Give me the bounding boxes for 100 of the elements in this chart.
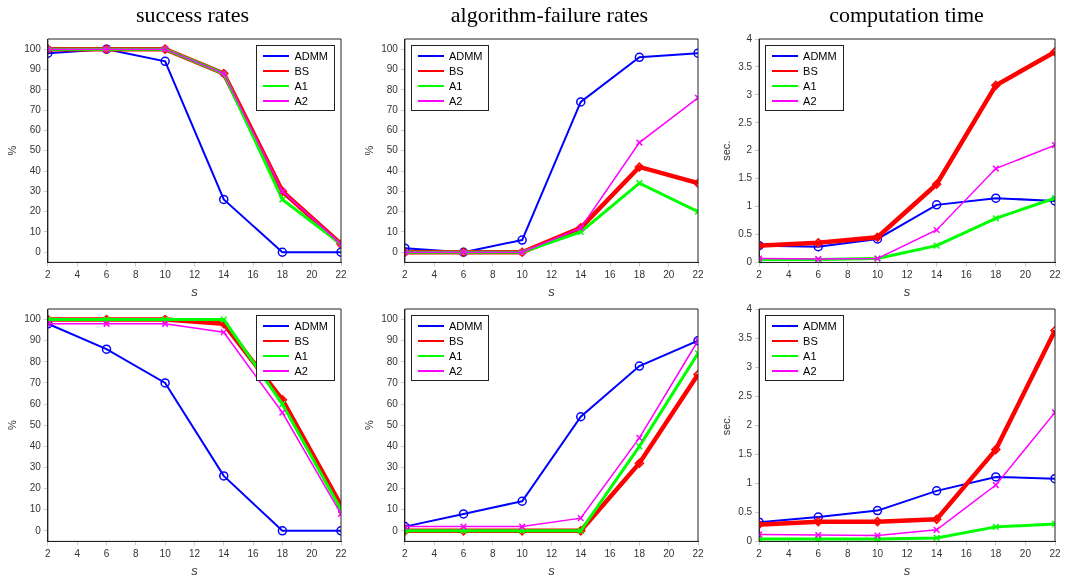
x-axis-title: s bbox=[191, 562, 199, 578]
legend-label: ADMM bbox=[803, 319, 837, 332]
legend-label: A1 bbox=[294, 349, 308, 362]
y-tick-label: 0 bbox=[392, 246, 399, 257]
x-tick-label: 6 bbox=[103, 269, 110, 281]
y-tick-label: 60 bbox=[29, 397, 42, 409]
x-tick-label: 6 bbox=[103, 548, 110, 560]
x-tick-label: 22 bbox=[1049, 548, 1061, 560]
x-tick-label: 20 bbox=[663, 269, 675, 281]
x-tick-label: 2 bbox=[756, 269, 763, 281]
y-axis-title: % bbox=[5, 420, 18, 431]
y-tick-label: 0.5 bbox=[738, 506, 753, 518]
x-tick-label: 8 bbox=[490, 269, 497, 281]
y-tick-label: 100 bbox=[24, 313, 42, 325]
y-tick-label: 1.5 bbox=[738, 448, 753, 459]
x-tick-label: 12 bbox=[188, 548, 201, 560]
x-tick-label: 4 bbox=[785, 548, 792, 560]
legend-label: A1 bbox=[294, 79, 308, 92]
y-tick-label: 50 bbox=[386, 144, 399, 156]
x-tick-label: 20 bbox=[1019, 269, 1032, 281]
y-tick-label: 100 bbox=[381, 42, 399, 54]
x-tick-label: 14 bbox=[931, 269, 943, 281]
y-axis-title: sec. bbox=[719, 415, 732, 436]
x-tick-label: 22 bbox=[1049, 269, 1061, 281]
legend-label: A2 bbox=[448, 364, 463, 377]
y-tick-label: 10 bbox=[29, 225, 42, 237]
x-tick-label: 20 bbox=[306, 269, 318, 281]
legend-label: A2 bbox=[294, 94, 308, 107]
x-tick-label: 8 bbox=[133, 269, 140, 281]
x-tick-label: 22 bbox=[692, 548, 704, 560]
y-tick-label: 70 bbox=[29, 376, 42, 388]
y-tick-label: 30 bbox=[386, 461, 399, 473]
x-tick-label: 20 bbox=[306, 548, 318, 560]
x-tick-label: 4 bbox=[431, 269, 438, 281]
chart-title: computation time bbox=[828, 1, 985, 29]
y-tick-label: 100 bbox=[381, 313, 399, 325]
y-tick-label: 1.5 bbox=[738, 172, 753, 184]
x-tick-label: 16 bbox=[604, 269, 617, 281]
y-tick-label: 70 bbox=[386, 103, 399, 115]
y-tick-label: 10 bbox=[29, 503, 42, 515]
x-tick-label: 16 bbox=[960, 269, 973, 281]
x-tick-label: 10 bbox=[871, 548, 884, 560]
legend-label: A1 bbox=[803, 349, 817, 362]
y-tick-label: 1 bbox=[746, 200, 753, 212]
chart-title: algorithm-failure rates bbox=[449, 1, 650, 29]
y-tick-label: 4 bbox=[746, 302, 753, 314]
legend-label: BS bbox=[448, 64, 464, 77]
x-tick-label: 18 bbox=[990, 548, 1002, 560]
y-tick-label: 0 bbox=[392, 524, 399, 536]
x-tick-label: 8 bbox=[490, 548, 497, 560]
legend-label: BS bbox=[803, 334, 818, 347]
legend-label: ADMM bbox=[803, 49, 837, 62]
x-tick-label: 20 bbox=[663, 548, 675, 560]
y-tick-label: 90 bbox=[386, 63, 399, 75]
y-tick-label: 0 bbox=[746, 256, 753, 268]
y-tick-label: 90 bbox=[29, 63, 42, 75]
x-tick-label: 2 bbox=[45, 269, 52, 281]
y-tick-label: 2.5 bbox=[738, 389, 753, 401]
x-tick-label: 12 bbox=[188, 269, 201, 281]
x-tick-label: 2 bbox=[402, 548, 409, 560]
y-tick-label: 70 bbox=[29, 103, 42, 115]
x-tick-label: 10 bbox=[516, 548, 529, 560]
x-tick-label: 10 bbox=[871, 269, 884, 281]
x-tick-label: 14 bbox=[931, 548, 943, 560]
x-tick-label: 8 bbox=[133, 548, 140, 560]
x-tick-label: 16 bbox=[960, 548, 973, 560]
y-tick-label: 60 bbox=[386, 397, 399, 409]
legend-label: A2 bbox=[294, 364, 308, 377]
y-tick-label: 2.5 bbox=[738, 116, 753, 128]
x-tick-label: 12 bbox=[901, 548, 914, 560]
y-axis-title: sec. bbox=[719, 140, 732, 161]
x-tick-label: 10 bbox=[516, 269, 529, 281]
x-tick-label: 14 bbox=[575, 548, 587, 560]
x-tick-label: 18 bbox=[276, 269, 289, 281]
x-tick-label: 2 bbox=[45, 548, 52, 560]
y-tick-label: 1 bbox=[746, 477, 753, 489]
y-tick-label: 3 bbox=[746, 88, 753, 100]
legend-label: A2 bbox=[803, 94, 817, 107]
y-tick-label: 3 bbox=[746, 360, 753, 372]
y-tick-label: 40 bbox=[386, 164, 399, 176]
x-tick-label: 12 bbox=[545, 269, 558, 281]
x-tick-label: 14 bbox=[218, 269, 230, 281]
x-tick-label: 4 bbox=[74, 269, 81, 281]
x-tick-label: 22 bbox=[692, 269, 704, 281]
legend-label: A2 bbox=[803, 364, 817, 377]
x-tick-label: 4 bbox=[74, 548, 81, 560]
x-tick-label: 2 bbox=[756, 548, 763, 560]
y-axis-title: % bbox=[362, 420, 375, 431]
y-tick-label: 50 bbox=[386, 418, 399, 430]
y-tick-label: 0 bbox=[35, 524, 42, 536]
y-tick-label: 10 bbox=[386, 225, 399, 237]
x-tick-label: 18 bbox=[633, 269, 646, 281]
x-tick-label: 6 bbox=[460, 548, 467, 560]
legend-label: A1 bbox=[448, 79, 463, 92]
x-tick-label: 14 bbox=[575, 269, 587, 281]
x-tick-label: 20 bbox=[1019, 548, 1032, 560]
legend-label: ADMM bbox=[294, 319, 328, 332]
y-tick-label: 30 bbox=[29, 185, 42, 197]
x-tick-label: 14 bbox=[218, 548, 230, 560]
x-tick-label: 22 bbox=[335, 548, 347, 560]
